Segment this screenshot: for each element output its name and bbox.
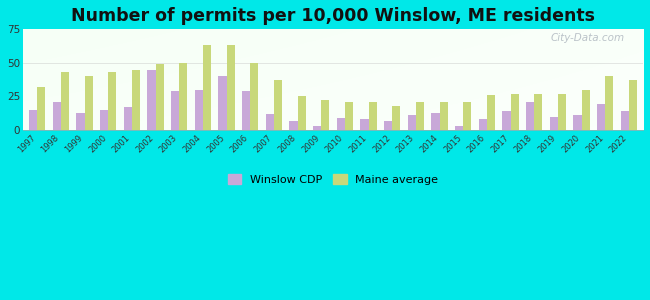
Bar — [463, 102, 471, 130]
Bar — [549, 117, 558, 130]
Text: City-Data.com: City-Data.com — [551, 33, 625, 43]
Bar — [597, 104, 605, 130]
Bar — [502, 111, 510, 130]
Bar — [360, 119, 369, 130]
Bar — [108, 72, 116, 130]
Bar — [132, 70, 140, 130]
Bar — [369, 102, 377, 130]
Bar — [148, 70, 155, 130]
Bar — [408, 115, 416, 130]
Bar — [629, 80, 637, 130]
Bar — [194, 90, 203, 130]
Bar — [605, 76, 614, 130]
Bar — [416, 102, 424, 130]
Bar — [61, 72, 69, 130]
Bar — [298, 96, 305, 130]
Bar — [250, 63, 259, 130]
Bar — [384, 121, 392, 130]
Bar — [337, 118, 345, 130]
Bar — [84, 76, 93, 130]
Bar — [242, 91, 250, 130]
Bar — [510, 94, 519, 130]
Bar — [526, 102, 534, 130]
Bar — [431, 112, 439, 130]
Bar — [29, 110, 37, 130]
Bar — [313, 126, 321, 130]
Legend: Winslow CDP, Maine average: Winslow CDP, Maine average — [227, 174, 438, 185]
Bar — [487, 95, 495, 130]
Bar — [218, 76, 226, 130]
Bar — [582, 90, 590, 130]
Bar — [266, 114, 274, 130]
Bar — [345, 102, 353, 130]
Bar — [274, 80, 282, 130]
Bar — [478, 119, 487, 130]
Bar — [124, 107, 132, 130]
Title: Number of permits per 10,000 Winslow, ME residents: Number of permits per 10,000 Winslow, ME… — [71, 7, 595, 25]
Bar — [53, 102, 61, 130]
Bar — [558, 94, 566, 130]
Bar — [179, 63, 187, 130]
Bar — [621, 111, 629, 130]
Bar — [289, 121, 298, 130]
Bar — [37, 87, 46, 130]
Bar — [573, 115, 582, 130]
Bar — [392, 106, 400, 130]
Bar — [171, 91, 179, 130]
Bar — [100, 110, 108, 130]
Bar — [76, 112, 85, 130]
Bar — [226, 45, 235, 130]
Bar — [203, 45, 211, 130]
Bar — [455, 126, 463, 130]
Bar — [534, 94, 543, 130]
Bar — [155, 64, 164, 130]
Bar — [321, 100, 330, 130]
Bar — [439, 102, 448, 130]
